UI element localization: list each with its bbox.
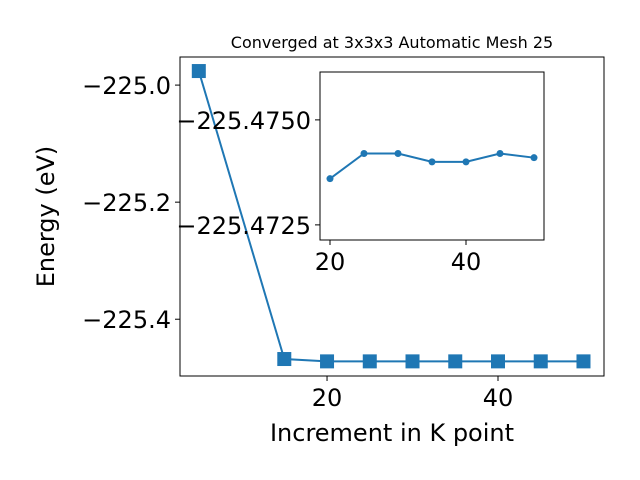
marker [362, 354, 377, 369]
axes-frame [179, 56, 605, 377]
marker [530, 154, 538, 162]
y-axis-label: Energy (eV) [32, 146, 60, 288]
marker [405, 354, 420, 369]
marker [360, 149, 368, 157]
y-tick-label: −225.4750 [176, 107, 311, 135]
x-tick-label: 40 [451, 248, 482, 276]
marker [394, 149, 402, 157]
marker [326, 175, 334, 183]
marker [448, 354, 463, 369]
marker [533, 354, 548, 369]
marker [191, 64, 206, 79]
x-axis-label: Increment in K point [270, 419, 514, 447]
marker [320, 354, 335, 369]
x-tick-label: 40 [483, 384, 514, 412]
marker [576, 354, 591, 369]
marker [277, 352, 292, 367]
marker [496, 149, 504, 157]
y-tick-label: −225.2 [82, 189, 171, 217]
axes-frame [319, 71, 545, 241]
y-tick-label: −225.4725 [176, 212, 311, 240]
marker [491, 354, 505, 369]
marker [428, 158, 436, 166]
plot-area [320, 72, 544, 240]
y-tick-label: −225.4 [82, 306, 171, 334]
chart-title: Converged at 3x3x3 Automatic Mesh 25 [231, 33, 553, 52]
x-tick-label: 20 [312, 384, 343, 412]
y-tick-label: −225.0 [82, 72, 171, 100]
x-tick-label: 20 [315, 248, 346, 276]
marker [462, 158, 470, 166]
